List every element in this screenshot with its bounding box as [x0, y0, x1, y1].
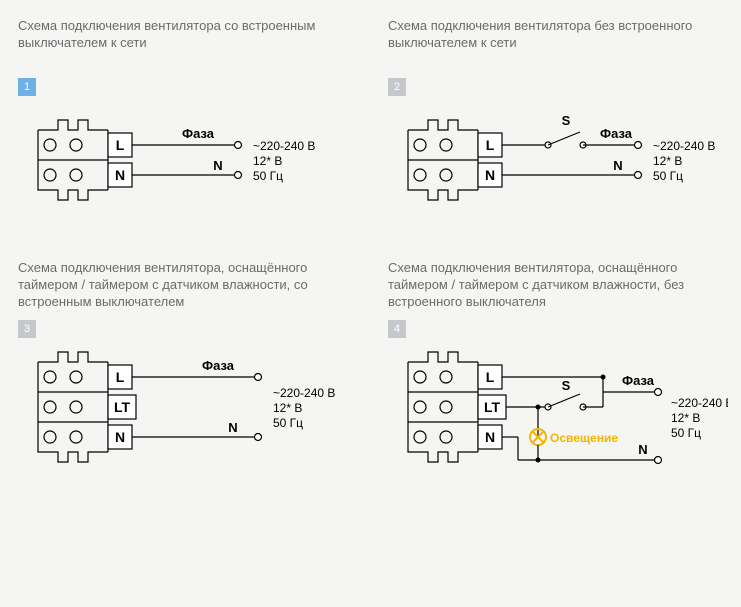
term-L-label: L: [486, 137, 495, 153]
panel-3-svg: L LT N Фаза N ~220-240 В 12* В 50 Гц: [18, 342, 358, 492]
panel-4-badge: 4: [388, 320, 406, 338]
n-label: N: [213, 158, 222, 173]
panel-2: Схема подключения вентилятора без встрое…: [388, 18, 728, 220]
panel-1-svg: L N Фаза N ~220-240 В 12* В 50 Гц: [18, 100, 358, 220]
phase-label: Фаза: [622, 373, 655, 388]
spec-voltage: ~220-240 В: [671, 396, 728, 410]
switch-label: S: [562, 378, 571, 393]
spec-freq: 50 Гц: [253, 169, 283, 183]
panel-1-caption: Схема подключения вентилятора со встроен…: [18, 18, 358, 70]
panel-2-caption: Схема подключения вентилятора без встрое…: [388, 18, 728, 70]
phase-label: Фаза: [600, 126, 633, 141]
panel-1: Схема подключения вентилятора со встроен…: [18, 18, 358, 220]
term-N-label: N: [485, 429, 495, 445]
n-label: N: [613, 158, 622, 173]
n-label: N: [638, 442, 647, 457]
term-N-label: N: [115, 429, 125, 445]
diagram-grid: Схема подключения вентилятора со встроен…: [0, 0, 741, 532]
spec-lowv: 12* В: [253, 154, 282, 168]
spec-lowv: 12* В: [653, 154, 682, 168]
panel-2-badge: 2: [388, 78, 406, 96]
spec-lowv: 12* В: [273, 401, 302, 415]
panel-2-svg: L N S Фаза N ~220-240 В 12* В 50 Гц: [388, 100, 728, 220]
term-L-label: L: [116, 137, 125, 153]
spec-voltage: ~220-240 В: [653, 139, 715, 153]
spec-lowv: 12* В: [671, 411, 700, 425]
phase-label: Фаза: [182, 126, 215, 141]
phase-label: Фаза: [202, 358, 235, 373]
term-N-label: N: [115, 167, 125, 183]
term-LT-label: LT: [114, 399, 131, 415]
panel-4: Схема подключения вентилятора, оснащённо…: [388, 260, 728, 502]
panel-3-caption: Схема подключения вентилятора, оснащённо…: [18, 260, 358, 312]
spec-voltage: ~220-240 В: [253, 139, 315, 153]
panel-3: Схема подключения вентилятора, оснащённо…: [18, 260, 358, 502]
spec-freq: 50 Гц: [671, 426, 701, 440]
spec-freq: 50 Гц: [273, 416, 303, 430]
panel-1-badge: 1: [18, 78, 36, 96]
panel-3-badge: 3: [18, 320, 36, 338]
panel-4-svg: L LT N Фаза S: [388, 342, 728, 502]
panel-4-caption: Схема подключения вентилятора, оснащённо…: [388, 260, 728, 312]
lighting-label: Освещение: [550, 431, 618, 445]
switch-label: S: [562, 113, 571, 128]
spec-voltage: ~220-240 В: [273, 386, 335, 400]
term-L-label: L: [486, 369, 495, 385]
term-LT-label: LT: [484, 399, 501, 415]
term-L-label: L: [116, 369, 125, 385]
n-label: N: [228, 420, 237, 435]
spec-freq: 50 Гц: [653, 169, 683, 183]
term-N-label: N: [485, 167, 495, 183]
